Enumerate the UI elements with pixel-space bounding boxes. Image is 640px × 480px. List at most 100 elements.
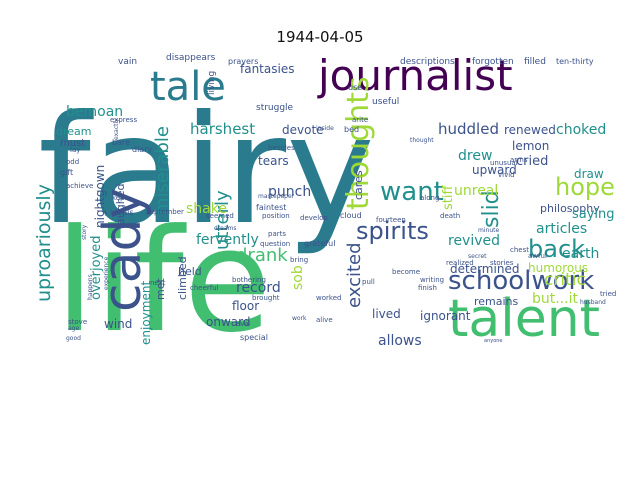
- word-exactly: exactly: [113, 118, 120, 140]
- word-arite: arite: [352, 116, 368, 124]
- word-express: express: [110, 116, 137, 124]
- word-onward: onward: [206, 315, 250, 329]
- word-dream: dream: [56, 125, 92, 138]
- word-achieve: achieve: [66, 182, 93, 190]
- word-lay: lay: [70, 146, 80, 154]
- word-next: next: [150, 279, 166, 287]
- word-earth: earth: [562, 246, 599, 262]
- word-thoughts: thoughts: [341, 76, 376, 210]
- word-renewed: renewed: [504, 123, 556, 137]
- word-living: living: [207, 71, 217, 95]
- word-talent: talent: [448, 289, 600, 349]
- word-shake: shake: [186, 201, 227, 217]
- word-husband: husband: [580, 299, 606, 306]
- word-prayers: prayers: [228, 57, 258, 66]
- word-thought: thought: [410, 137, 434, 144]
- word-lemon: lemon: [512, 139, 549, 153]
- word-drank: drank: [236, 245, 288, 266]
- word-forgotten: forgotten: [472, 57, 514, 67]
- word-grateful: grateful: [304, 239, 335, 248]
- word-miserable: miserable: [152, 126, 173, 215]
- word-fervently: fervently: [196, 232, 259, 248]
- word-determined: determined: [450, 262, 519, 276]
- word-work: work: [292, 315, 307, 322]
- word-must: must: [60, 138, 85, 149]
- word-anyone: anyone: [484, 338, 503, 344]
- word-story: story: [81, 224, 88, 240]
- word-critic: critic: [544, 270, 586, 290]
- word-cares: cares: [352, 170, 365, 200]
- word-drew: drew: [458, 148, 492, 164]
- word-eva: eva: [236, 320, 249, 328]
- word-writing: writing: [420, 276, 444, 284]
- word-filled: filled: [524, 57, 546, 67]
- word-overjoyed: overjoyed: [89, 236, 104, 301]
- word-life: life: [55, 199, 271, 364]
- word-vivid: vivid: [498, 171, 515, 179]
- word-gift: gift: [60, 168, 73, 177]
- word-huddled: huddled: [438, 120, 499, 138]
- word-useful: useful: [372, 97, 399, 107]
- word-utterly: utterly: [212, 190, 233, 250]
- word-remains: remains: [474, 295, 519, 308]
- word-alive: alive: [316, 316, 333, 324]
- word-secret: secret: [468, 253, 487, 260]
- word-question: question: [260, 240, 290, 248]
- word-record: record: [236, 280, 281, 296]
- word-ten-thirty: ten-thirty: [556, 57, 594, 66]
- word-sob: sob: [290, 265, 306, 290]
- word-stiff: stiff: [441, 185, 456, 210]
- word-bare: bare: [112, 138, 130, 147]
- word-along: along: [420, 194, 439, 202]
- word-age: age: [68, 325, 79, 332]
- word-fourteen: fourteen: [376, 216, 406, 224]
- word-kept: kept: [112, 194, 128, 202]
- word-slid: slid: [479, 190, 504, 228]
- word-floor: floor: [232, 299, 259, 313]
- word-philosophy-: philosophy.: [540, 202, 602, 215]
- word-ignorant: ignorant: [420, 309, 471, 323]
- word-humorous: humorous: [528, 261, 588, 275]
- word-september: september: [146, 208, 184, 216]
- word-become: become: [392, 268, 420, 276]
- word-but-it: but...it: [532, 291, 578, 307]
- word-punch: punch: [268, 184, 311, 200]
- word-nightgown: nightgown: [93, 165, 107, 228]
- word-bemoan: bemoan: [66, 104, 123, 120]
- word-journalist: journalist: [317, 51, 513, 100]
- word-diary: diary: [132, 145, 152, 154]
- word-stove: stove: [68, 318, 87, 326]
- word-draw: draw: [574, 167, 604, 181]
- word-use: use: [348, 83, 362, 92]
- word-inside: inside: [316, 125, 334, 132]
- word-odd: odd: [66, 158, 79, 166]
- word-mastepaper: mastepaper: [258, 193, 295, 200]
- word-fairy: fairy: [38, 84, 375, 258]
- word-back: back: [528, 235, 585, 263]
- word-revived: revived: [448, 233, 500, 249]
- word-seemed: seemed: [206, 212, 234, 220]
- word-spirits: spirits: [356, 217, 429, 245]
- word-excited: excited: [344, 242, 365, 308]
- word-hope: hope: [555, 173, 615, 201]
- word-tried: tried: [600, 290, 616, 298]
- word-bring: bring: [290, 256, 308, 264]
- word-awful: awful: [528, 252, 547, 260]
- word-devote: devote: [282, 123, 324, 137]
- word-develop: develop: [300, 214, 328, 222]
- word-happens: happens: [87, 274, 94, 300]
- word-disappears: disappears: [166, 53, 216, 63]
- word-arms: arms: [510, 156, 528, 164]
- word-death: death: [440, 212, 460, 220]
- word-articles: articles: [536, 221, 587, 237]
- word-climbed: climbed: [176, 256, 189, 300]
- word-minute: minute: [478, 227, 499, 234]
- word-lived: lived: [372, 307, 401, 321]
- word-finish: finish: [418, 284, 437, 292]
- word-tale: tale: [150, 64, 226, 110]
- word-stories: stories: [490, 259, 514, 267]
- word-schoolwork: schoolwork: [448, 266, 594, 296]
- word-brought: brought: [252, 294, 280, 302]
- word-pull: pull: [362, 278, 375, 286]
